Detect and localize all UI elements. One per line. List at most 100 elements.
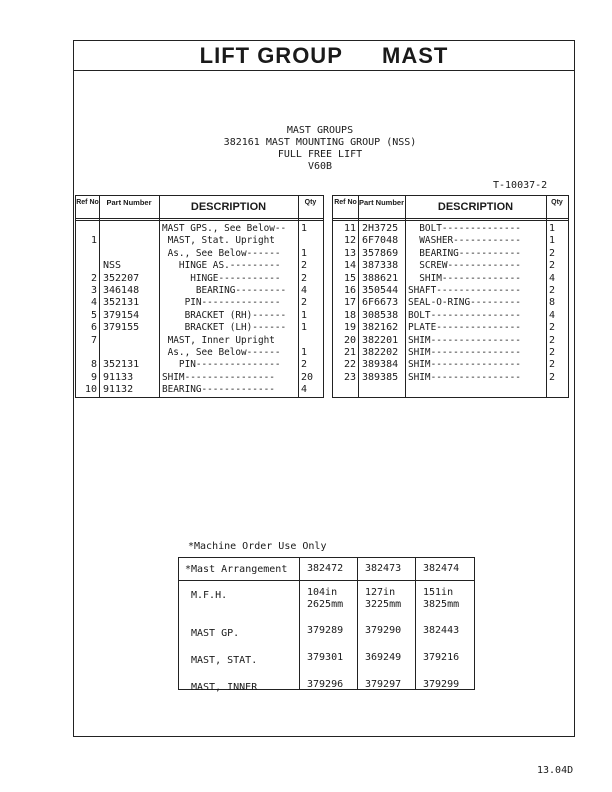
ref-number: 4	[90, 297, 97, 309]
ref-number: 3	[90, 285, 97, 296]
page-frame	[73, 40, 575, 737]
row-value: 379301	[307, 652, 344, 663]
quantity: 1	[301, 322, 308, 334]
column-header-qty: Qty	[304, 199, 317, 206]
quantity: 2	[549, 260, 556, 272]
description: BEARING-----------	[408, 247, 521, 259]
part-number: 379155	[103, 322, 140, 334]
heading-line-1: MAST GROUPS	[286, 125, 354, 136]
quantity: 2	[301, 260, 308, 272]
quantity: 4	[549, 309, 556, 321]
quantity: 2	[549, 285, 556, 296]
row-label: MAST GP.	[191, 628, 240, 639]
ref-number: 23	[343, 371, 356, 383]
part-number: 382202	[362, 347, 399, 358]
row-value-metric: 2625mm	[307, 599, 344, 610]
row-value: 104in	[307, 587, 338, 598]
heading-line-4: V60B	[307, 161, 333, 172]
column-divider	[298, 196, 299, 397]
ref-number: 15	[343, 272, 356, 284]
description: MAST, Stat. Upright	[162, 235, 275, 247]
column-divider	[159, 196, 160, 397]
header-divider	[179, 558, 474, 581]
quantity: 8	[549, 297, 556, 309]
part-number: 389384	[362, 359, 399, 371]
description: MAST, Inner Upright	[162, 334, 275, 346]
description: SHIM----------------	[408, 359, 521, 371]
part-number: 6F7048	[362, 235, 399, 247]
row-value: 379299	[423, 679, 460, 690]
parts-table-right: Ref No Part Number DESCRIPTION Qty 11 2H3725 …	[332, 195, 569, 398]
column-header-part: Part Number	[358, 198, 404, 207]
ref-number: 22	[343, 359, 356, 371]
figure-reference: T-10037-2	[493, 180, 548, 191]
header-arrangement-number: 382474	[423, 563, 460, 574]
quantity: 2	[549, 334, 556, 346]
column-divider	[405, 196, 406, 397]
description: PIN---------------	[162, 359, 281, 371]
row-value-metric: 3225mm	[365, 599, 402, 610]
part-number: 382162	[362, 322, 399, 334]
description: BEARING---------	[162, 285, 287, 296]
description: As., See Below------	[162, 247, 281, 259]
quantity: 1	[549, 235, 556, 247]
quantity: 1	[301, 309, 308, 321]
ref-number: 2	[90, 272, 97, 284]
column-divider	[415, 558, 416, 689]
row-value: 369249	[365, 652, 402, 663]
ref-number: 1	[90, 235, 97, 247]
quantity: 2	[549, 371, 556, 383]
description: BOLT--------------	[408, 223, 521, 234]
column-header-description: DESCRIPTION	[437, 201, 514, 213]
ref-number: 18	[343, 309, 356, 321]
page-number: 13.04D	[537, 765, 574, 776]
header-divider	[76, 196, 323, 221]
ref-number: 12	[343, 235, 356, 247]
part-number: 350544	[362, 285, 399, 296]
quantity: 2	[301, 359, 308, 371]
row-value: 151in	[423, 587, 454, 598]
ref-number: 8	[90, 359, 97, 371]
quantity: 1	[301, 223, 308, 234]
description: WASHER------------	[408, 235, 521, 247]
ref-number: 17	[343, 297, 356, 309]
row-value: 379290	[365, 625, 402, 636]
description: PLATE---------------	[408, 322, 521, 334]
ref-number: 14	[343, 260, 356, 272]
column-header-part: Part Number	[106, 198, 152, 207]
part-number: 2H3725	[362, 223, 399, 234]
part-number: 352207	[103, 272, 140, 284]
ref-number: 10	[84, 384, 97, 396]
quantity: 1	[549, 223, 556, 234]
row-value: 379216	[423, 652, 460, 663]
part-number: 346148	[103, 285, 140, 296]
column-divider	[299, 558, 300, 689]
description: SHAFT---------------	[408, 285, 521, 296]
mast-arrangement-table: *Mast Arrangement 382472 382473 382474 M.F.H…	[178, 557, 475, 693]
description: SHIM--------------	[408, 272, 521, 284]
heading-line-2: 382161 MAST MOUNTING GROUP (NSS)	[223, 137, 417, 148]
ref-number: 11	[343, 223, 356, 234]
quantity: 2	[301, 297, 308, 309]
column-divider	[546, 196, 547, 397]
column-header-description: DESCRIPTION	[190, 201, 267, 213]
row-value-metric: 3825mm	[423, 599, 460, 610]
description: SCREW-------------	[408, 260, 521, 272]
header-arrangement-number: 382473	[365, 563, 402, 574]
title-section: MAST	[382, 43, 449, 68]
row-value: 379297	[365, 679, 402, 690]
column-divider	[358, 196, 359, 397]
description: SEAL-O-RING---------	[408, 297, 521, 309]
part-number: 91132	[103, 384, 134, 396]
description: SHIM----------------	[408, 334, 521, 346]
quantity: 2	[549, 322, 556, 334]
description: HINGE-----------	[162, 272, 281, 284]
description: BEARING-------------	[162, 384, 275, 396]
row-value: 127in	[365, 587, 396, 598]
ref-number: 16	[343, 285, 356, 296]
row-label: MAST, STAT.	[191, 655, 258, 666]
description: SHIM----------------	[408, 347, 521, 358]
quantity: 2	[549, 359, 556, 371]
column-header-ref: Ref No	[334, 199, 357, 206]
